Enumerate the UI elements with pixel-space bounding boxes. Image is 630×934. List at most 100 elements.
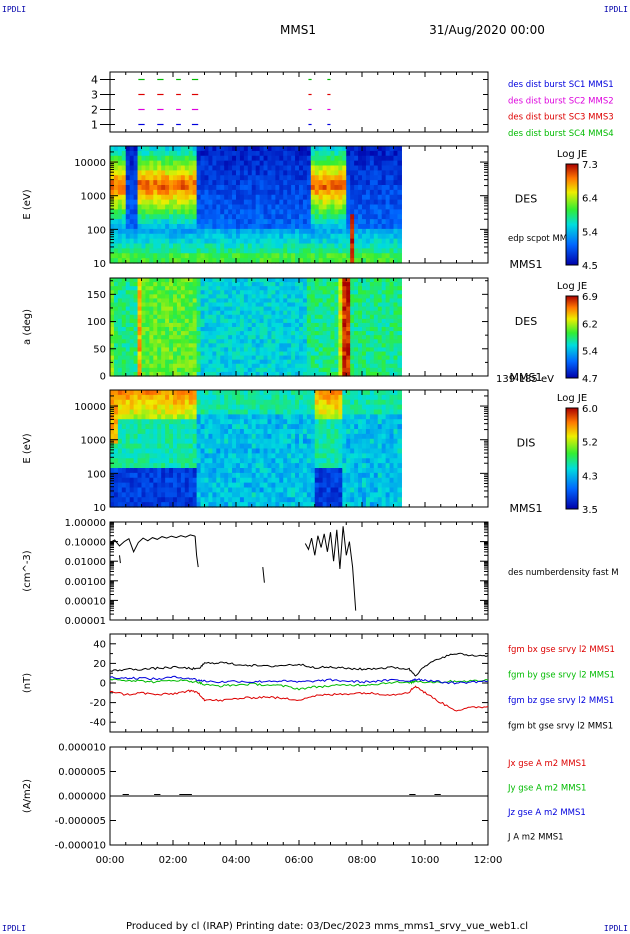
des_energy-cell <box>322 165 328 171</box>
des_energy-cell <box>365 204 371 210</box>
des_pitch-cell <box>220 339 225 344</box>
des_energy-cell <box>275 219 280 225</box>
des_energy-cell <box>346 189 351 196</box>
des_pitch-cell <box>208 335 213 340</box>
dis_energy-cell <box>255 463 261 469</box>
des_energy-cell <box>373 248 379 254</box>
des_energy-cell <box>117 170 123 176</box>
des_energy-cell <box>113 189 119 196</box>
des_pitch-cell <box>137 318 143 324</box>
dis_energy-cell <box>279 463 284 469</box>
des_energy-cell <box>306 150 312 157</box>
des_pitch-cell <box>196 363 202 369</box>
des_energy-cell <box>129 204 135 210</box>
des_energy-cell <box>216 224 221 230</box>
des_energy-cell <box>362 219 367 225</box>
dis_energy-cell <box>259 438 265 445</box>
corner-label-bottom-left: IPDLI <box>2 924 26 933</box>
des_energy-cell <box>299 248 304 254</box>
dis_energy-cell <box>161 409 166 415</box>
des_energy-cell <box>117 253 123 259</box>
des_pitch-cell <box>369 298 375 304</box>
des_pitch-cell <box>263 290 269 295</box>
des_energy-cell <box>381 160 387 167</box>
plot-date: 31/Aug/2020 00:00 <box>429 23 545 37</box>
des_pitch-cell <box>373 298 379 304</box>
des_pitch-cell <box>157 306 162 312</box>
dis_energy-cell <box>243 419 249 425</box>
des_pitch-cell <box>216 347 221 353</box>
des_energy-cell <box>239 258 245 264</box>
des_pitch-cell <box>263 335 269 340</box>
des_energy-cell <box>121 228 127 235</box>
des_pitch-cell <box>330 331 336 336</box>
dis_energy-cell <box>161 404 166 411</box>
dis_energy-cell <box>161 419 166 425</box>
des_pitch-cell <box>342 318 347 324</box>
des_pitch-cell <box>369 339 375 344</box>
des_pitch-cell <box>196 290 202 295</box>
des_energy-cell <box>362 238 367 245</box>
des_pitch-cell <box>145 371 150 377</box>
des_energy-cell <box>338 228 343 235</box>
des_energy-cell <box>220 175 225 181</box>
des_pitch-cell <box>393 363 399 369</box>
burst-label-3: des dist burst SC3 MMS3 <box>508 113 614 123</box>
des_pitch-cell <box>196 343 202 349</box>
des_energy-cell <box>255 209 261 215</box>
dis_energy-cell <box>291 438 296 445</box>
dis_energy-cell <box>216 419 221 425</box>
des_energy-cell <box>110 238 115 245</box>
dis_energy-cell <box>141 497 147 503</box>
des_pitch-cell <box>389 318 395 324</box>
dis_energy-cell <box>141 468 147 474</box>
des_pitch-cell <box>232 286 237 291</box>
dis_energy-cell <box>137 502 143 508</box>
des_pitch-cell <box>224 343 229 349</box>
des_pitch-cell <box>208 310 213 316</box>
des_pitch-cell <box>161 343 166 349</box>
des_energy-cell <box>279 150 284 157</box>
des_energy-cell <box>259 253 265 259</box>
des_pitch-cell <box>243 347 249 353</box>
des_energy-cell <box>314 243 320 249</box>
dis_energy-cell <box>259 463 265 469</box>
corner-label-bottom-right: IPDLI <box>604 924 628 933</box>
des_energy-cell <box>295 175 300 181</box>
des_pitch-cell <box>295 310 300 316</box>
des_pitch-cell <box>133 339 139 344</box>
des_energy-cell <box>236 228 241 235</box>
des_energy-cell <box>255 180 261 186</box>
des_energy-cell <box>369 224 375 230</box>
des_energy-cell <box>283 258 288 264</box>
des_pitch-cell <box>385 306 391 312</box>
des_energy-cell <box>373 238 379 245</box>
des_energy-cell <box>326 243 332 249</box>
des_pitch-cell <box>322 294 328 300</box>
des_pitch-cell <box>208 363 213 369</box>
dis_energy-cell <box>216 443 221 450</box>
dis_energy-cell <box>279 399 284 406</box>
des_pitch-cell <box>212 343 217 349</box>
des_energy-cell <box>192 185 198 191</box>
des_pitch-cell <box>271 347 276 353</box>
des_energy-cell <box>141 233 147 240</box>
des_energy-colorbar-tick: 4.5 <box>582 261 598 272</box>
des_energy-cell <box>393 194 399 201</box>
des_energy-cell <box>377 219 383 225</box>
des_energy-cell <box>212 155 217 162</box>
dis_energy-cell <box>121 404 127 411</box>
dis_energy-cell <box>216 453 221 459</box>
des_pitch-cell <box>275 282 280 287</box>
des_pitch-cell <box>358 335 363 340</box>
des_energy-cell <box>342 150 347 157</box>
des_pitch-cell <box>176 371 182 377</box>
dis_energy-cell <box>224 404 229 411</box>
dis_energy-cell <box>145 497 150 503</box>
des_energy-cell <box>204 243 210 249</box>
dis_energy-cell <box>173 448 178 454</box>
des_energy-cell <box>200 150 206 157</box>
des_pitch-cell <box>192 339 198 344</box>
dis_energy-cell <box>141 404 147 411</box>
des_pitch-cell <box>377 359 383 365</box>
